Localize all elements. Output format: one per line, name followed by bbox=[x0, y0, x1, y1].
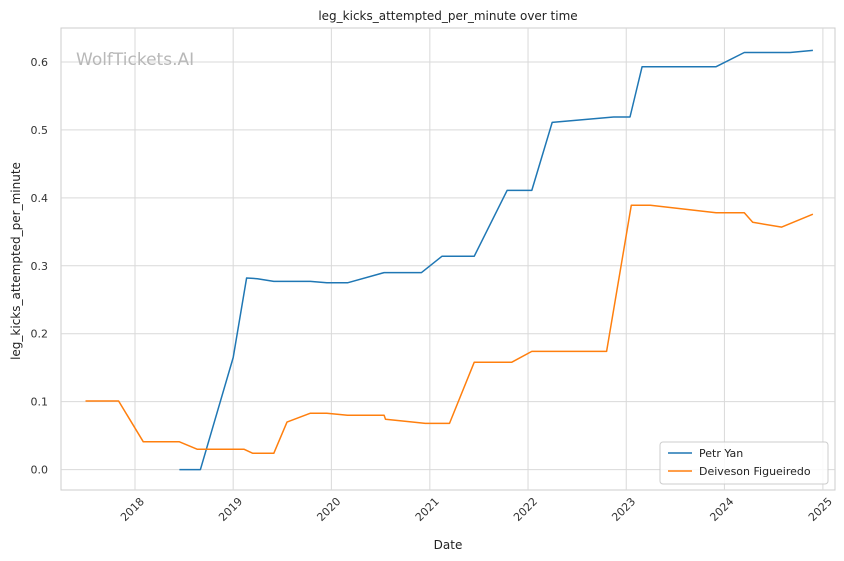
y-tick-label: 0.4 bbox=[31, 192, 49, 205]
plot-area bbox=[60, 27, 836, 491]
x-axis-title: Date bbox=[434, 538, 463, 552]
x-axis-ticks: 2018 2019 2020 2021 2022 2023 2024 2025 bbox=[118, 495, 835, 524]
legend-box bbox=[659, 441, 829, 485]
y-axis-title: leg_kicks_attempted_per_minute bbox=[9, 162, 23, 360]
y-tick-label: 0.0 bbox=[31, 464, 49, 477]
x-tick-label: 2024 bbox=[707, 495, 736, 524]
y-tick-label: 0.5 bbox=[31, 124, 49, 137]
watermark: WolfTickets.AI bbox=[76, 50, 194, 70]
chart-title: leg_kicks_attempted_per_minute over time bbox=[318, 9, 577, 23]
legend-label-petr-yan: Petr Yan bbox=[699, 447, 743, 460]
y-tick-label: 0.3 bbox=[31, 260, 49, 273]
y-axis-ticks: 0.0 0.1 0.2 0.3 0.4 0.5 0.6 bbox=[31, 56, 49, 477]
x-tick-label: 2019 bbox=[216, 495, 245, 524]
x-tick-label: 2018 bbox=[118, 495, 147, 524]
grid bbox=[61, 28, 835, 490]
x-tick-label: 2020 bbox=[314, 495, 343, 524]
y-tick-label: 0.2 bbox=[31, 328, 49, 341]
x-tick-label: 2021 bbox=[413, 495, 442, 524]
legend: Petr Yan Deiveson Figueiredo bbox=[659, 441, 829, 485]
y-tick-label: 0.1 bbox=[31, 396, 49, 409]
x-tick-label: 2025 bbox=[806, 495, 835, 524]
x-tick-label: 2022 bbox=[511, 495, 540, 524]
series-lines bbox=[85, 49, 814, 471]
series-line-deiveson-figueiredo bbox=[85, 204, 814, 455]
x-tick-label: 2023 bbox=[609, 495, 638, 524]
y-tick-label: 0.6 bbox=[31, 56, 49, 69]
legend-label-deiveson-figueiredo: Deiveson Figueiredo bbox=[699, 465, 811, 478]
series-line-petr-yan bbox=[179, 49, 813, 471]
